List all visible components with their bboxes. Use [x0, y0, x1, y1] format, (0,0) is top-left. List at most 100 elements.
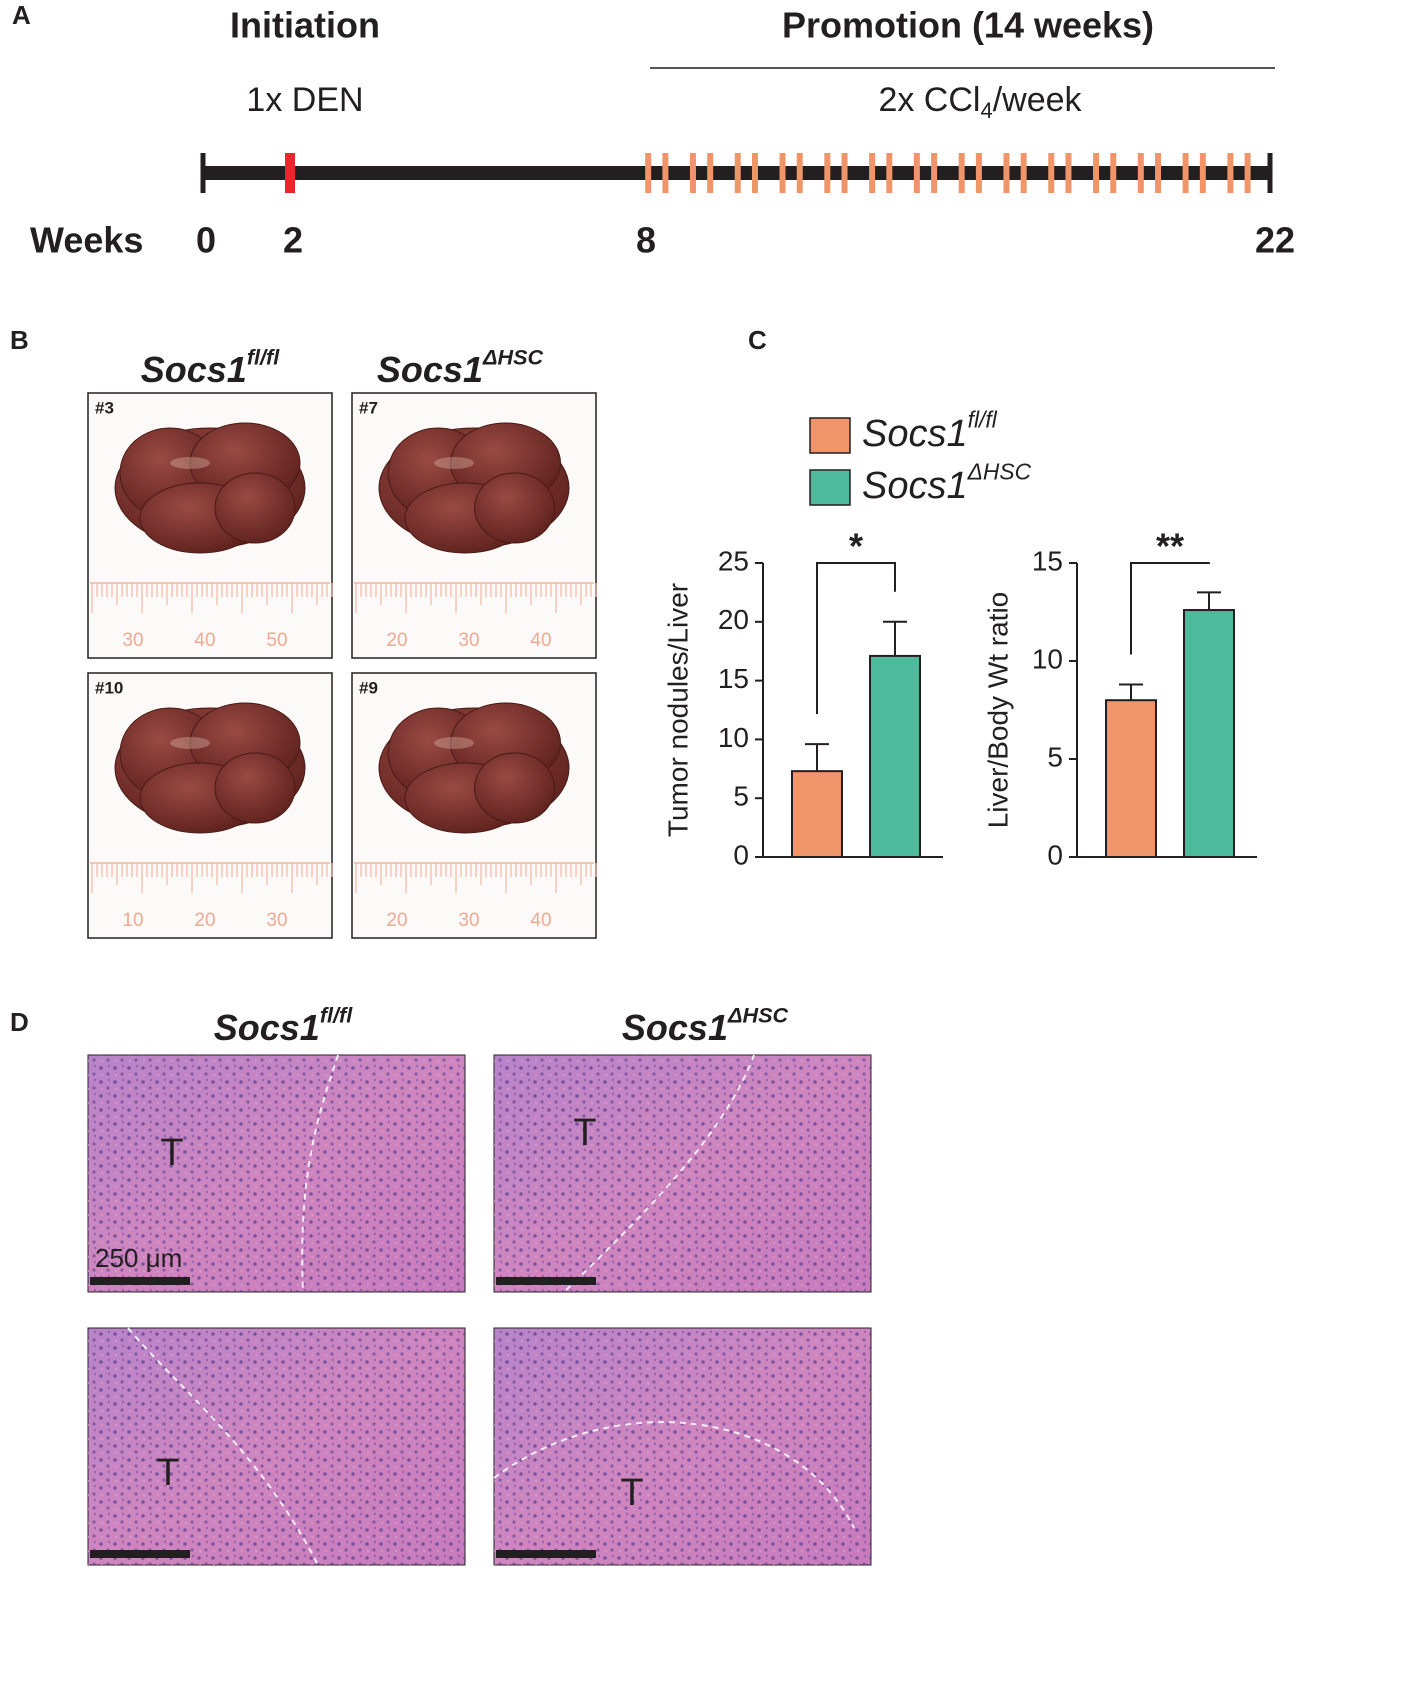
y-tick-label: 0	[733, 839, 749, 870]
significance-marker: **	[1156, 526, 1184, 567]
liver-photo: 20 30 40 #7	[351, 392, 597, 659]
histology-cells	[494, 1055, 871, 1292]
tumor-mark: T	[620, 1472, 643, 1514]
histology-image: T	[87, 1327, 466, 1566]
bar	[791, 770, 843, 858]
photo-id: #7	[359, 398, 378, 417]
histology-cells	[88, 1055, 465, 1292]
liver-lobe	[474, 752, 555, 824]
weeks-label: Weeks	[30, 220, 143, 261]
ruler-label: 10	[122, 910, 143, 931]
liver-lobe	[214, 472, 296, 544]
bar	[869, 654, 921, 858]
liver-photo: 30 40 50 #3	[87, 392, 333, 659]
tumor-boundary	[127, 1327, 319, 1566]
ccl4-injection	[1199, 153, 1206, 193]
ccl4-injection	[886, 153, 893, 193]
ccl4-injection	[824, 153, 831, 193]
liver-highlight	[170, 737, 210, 749]
treatment-text: 2x CCl	[878, 81, 980, 119]
ccl4-injection	[662, 153, 669, 193]
panel-label: D	[10, 1007, 29, 1037]
genotype-superscript: fl/fl	[320, 1002, 353, 1027]
den-injection	[285, 153, 295, 193]
ccl4-injection	[841, 153, 848, 193]
ccl4-injection	[1110, 153, 1117, 193]
ccl4-injection	[751, 153, 758, 193]
scale-bar	[90, 1550, 190, 1558]
tumor-boundary	[493, 1421, 855, 1529]
y-tick-label: 25	[718, 545, 749, 576]
week-tick-label: 8	[636, 220, 656, 261]
panel-label: C	[748, 325, 767, 355]
week-tick-label: 2	[283, 220, 303, 261]
ccl4-injection	[707, 153, 714, 193]
scale-bar	[496, 1277, 596, 1285]
genotype-superscript: ΔHSC	[967, 459, 1032, 485]
ccl4-injection	[796, 153, 803, 193]
tumor-mark: T	[156, 1452, 179, 1494]
ruler-label: 30	[458, 630, 479, 651]
photo-id: #3	[95, 398, 114, 417]
liver-lobe	[474, 472, 555, 544]
panel-label: B	[10, 325, 29, 355]
genotype-name: Socs1	[377, 349, 483, 390]
ccl4-injection	[931, 153, 938, 193]
ruler-label: 30	[266, 910, 287, 931]
ccl4-injection	[1003, 153, 1010, 193]
treatment-label: 1x DEN	[246, 81, 363, 119]
ruler-label: 50	[266, 630, 287, 651]
ccl4-injection	[913, 153, 920, 193]
timeline-end	[200, 153, 206, 193]
tumor-mark: T	[573, 1112, 596, 1154]
ruler-label: 20	[386, 910, 407, 931]
genotype-name: Socs1	[862, 465, 968, 507]
scale-bar	[90, 1277, 190, 1285]
liver-highlight	[434, 457, 474, 469]
y-tick-label: 5	[733, 781, 749, 812]
y-tick-label: 10	[718, 722, 749, 753]
week-tick-label: 22	[1255, 220, 1295, 261]
bar	[1183, 609, 1235, 858]
genotype-label: Socs1fl/fl	[141, 344, 280, 389]
ccl4-injection	[1244, 153, 1251, 193]
tumor-mark: T	[160, 1132, 183, 1174]
ccl4-injection	[734, 153, 741, 193]
genotype-label: Socs1ΔHSC	[862, 459, 1032, 507]
treatment-text: /week	[993, 81, 1083, 119]
genotype-name: Socs1	[214, 1007, 320, 1048]
genotype-label: Socs1fl/fl	[862, 407, 998, 455]
treatment-subscript: 4	[980, 98, 992, 123]
panel-label: A	[12, 0, 31, 30]
y-tick-label: 0	[1047, 839, 1063, 870]
y-tick-label: 5	[1047, 741, 1063, 772]
ccl4-injection	[958, 153, 965, 193]
liver-highlight	[170, 457, 210, 469]
genotype-name: Socs1	[141, 349, 247, 390]
histology-image: T	[87, 1054, 466, 1293]
genotype-superscript: fl/fl	[968, 407, 998, 433]
genotype-superscript: ΔHSC	[727, 1002, 788, 1027]
y-tick-label: 15	[1032, 545, 1063, 576]
y-axis-label: Tumor nodules/Liver	[662, 583, 693, 837]
timeline-end	[1267, 153, 1273, 193]
liver-highlight	[434, 737, 474, 749]
photo-id: #10	[95, 678, 123, 697]
y-tick-label: 20	[718, 604, 749, 635]
significance-marker: *	[849, 526, 863, 567]
ccl4-injection	[1020, 153, 1027, 193]
y-tick-label: 15	[718, 663, 749, 694]
ruler-label: 20	[386, 630, 407, 651]
ruler-label: 40	[530, 910, 551, 931]
ccl4-injection	[1182, 153, 1189, 193]
ruler-label: 30	[458, 910, 479, 931]
treatment-label: 2x CCl4/week	[878, 81, 1082, 123]
legend-swatch	[809, 469, 851, 506]
ccl4-injection	[1155, 153, 1162, 193]
photo-id: #9	[359, 678, 378, 697]
liver-photo: 20 30 40 #9	[351, 672, 597, 939]
significance-bracket	[1130, 562, 1210, 655]
bar	[1105, 699, 1157, 859]
scale-bar	[496, 1550, 596, 1558]
